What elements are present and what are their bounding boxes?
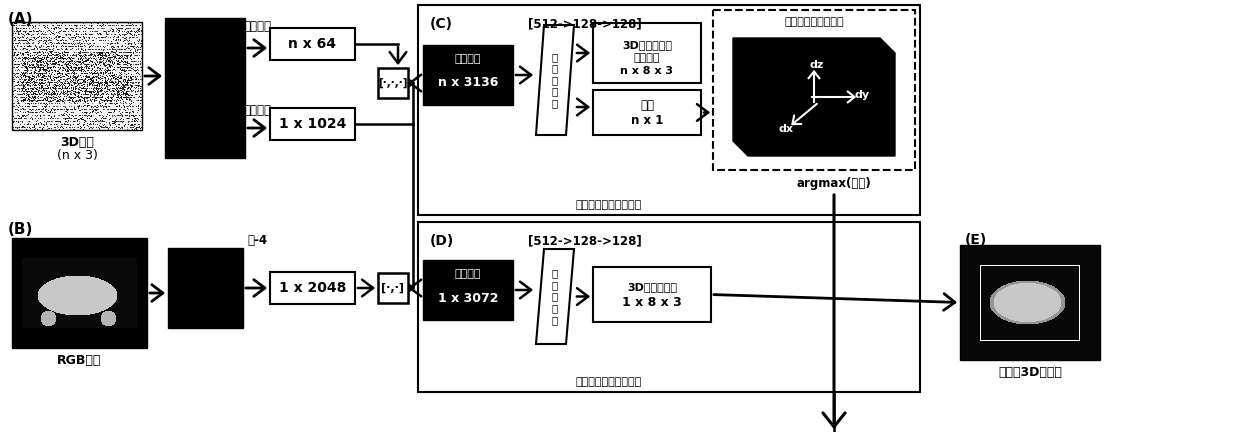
Bar [423,45,513,105]
Text: 融合特征: 融合特征 [455,54,481,64]
Text: dy: dy [854,90,869,100]
Text: (E): (E) [965,233,987,247]
Text: n x 8 x 3: n x 8 x 3 [620,66,673,76]
Bar [960,245,1100,360]
Text: 3D框角落位置: 3D框角落位置 [627,283,677,292]
Text: (B): (B) [7,222,33,237]
Text: 3D框角落位置: 3D框角落位置 [622,40,672,50]
Text: 1 x 8 x 3: 1 x 8 x 3 [622,296,682,309]
Text: 评分: 评分 [640,99,653,112]
Text: 多
层
感
知
层: 多 层 感 知 层 [552,268,558,325]
Text: (C): (C) [430,17,453,31]
Text: 融合特征: 融合特征 [455,269,481,279]
Text: [·,·,·]: [·,·,·] [378,78,408,88]
Bar [270,108,355,140]
Polygon shape [536,249,574,344]
Bar [418,222,920,392]
Text: [512->128->128]: [512->128->128] [528,17,642,30]
Bar [165,18,246,158]
Bar [423,260,513,320]
Text: 1 x 2048: 1 x 2048 [279,281,346,295]
Bar [12,238,148,348]
Text: n x 3136: n x 3136 [438,76,498,89]
Bar [593,267,711,322]
Bar [270,272,355,304]
Text: 块-4: 块-4 [248,234,268,247]
Text: 逐点偏移到每个角落: 逐点偏移到每个角落 [784,17,843,27]
Text: 1 x 3072: 1 x 3072 [438,292,498,305]
Text: dz: dz [810,60,825,70]
Bar [418,5,920,215]
Polygon shape [536,25,574,135]
Text: n x 64: n x 64 [289,37,336,51]
Text: n x 1: n x 1 [631,114,663,127]
Bar [378,273,408,303]
Text: 多
层
感
知
层: 多 层 感 知 层 [552,52,558,108]
Text: [512->128->128]: [512->128->128] [528,234,642,247]
Text: 密集融合（最终模型）: 密集融合（最终模型） [575,200,642,210]
Text: (n x 3): (n x 3) [57,149,98,162]
Bar [378,68,408,98]
Text: 预测的3D边界框: 预测的3D边界框 [998,366,1061,379]
Text: (D): (D) [430,234,454,248]
Bar [12,22,143,130]
Text: 1 x 1024: 1 x 1024 [279,117,346,131]
Text: (A): (A) [7,12,33,27]
Text: 的偏移量: 的偏移量 [634,53,660,63]
Bar [167,248,243,328]
Text: 全局特征: 全局特征 [243,104,272,117]
Polygon shape [733,38,895,156]
Text: dx: dx [779,124,794,134]
Text: argmax(评分): argmax(评分) [796,178,872,191]
Bar [270,28,355,60]
Text: [·,·]: [·,·] [382,283,404,293]
Text: 全局融合（基线模型）: 全局融合（基线模型） [575,377,642,387]
Bar [593,90,701,135]
Text: 3D点云: 3D点云 [60,137,94,149]
Text: RGB图像: RGB图像 [57,355,102,368]
Bar [713,10,915,170]
Bar [593,23,701,83]
Text: 点云特征: 点云特征 [243,19,272,32]
